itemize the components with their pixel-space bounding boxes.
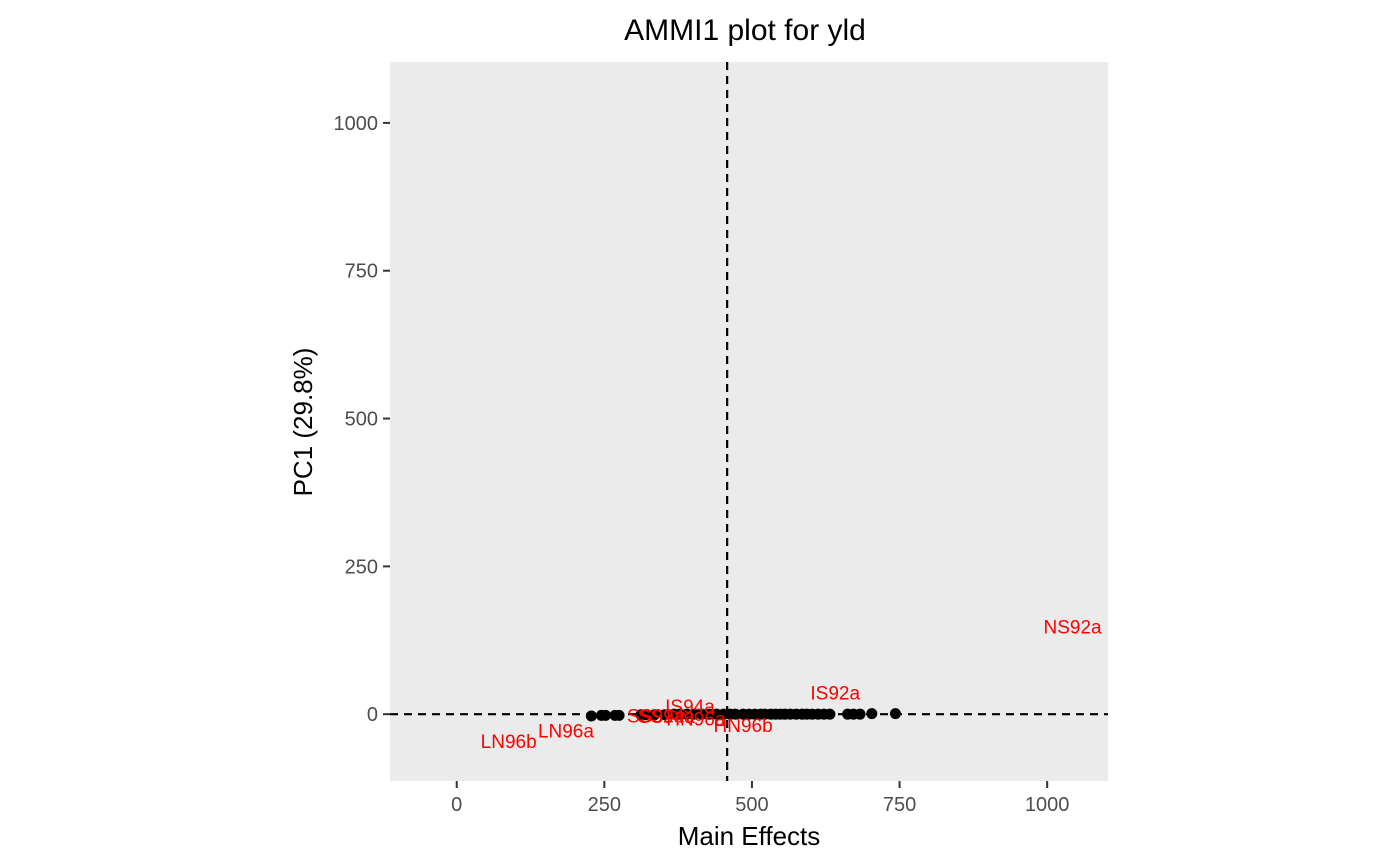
reference-lines	[390, 62, 1108, 781]
genotype-point	[688, 708, 700, 720]
x-tick-label: 1000	[1025, 794, 1070, 816]
y-tick-label: 500	[345, 409, 378, 431]
environment-label: SS92a	[627, 706, 684, 727]
environment-label: LN96a	[538, 722, 594, 743]
genotype-point	[866, 708, 878, 720]
genotype-point	[659, 709, 671, 721]
genotype-point	[585, 710, 597, 722]
x-tick-label: 500	[735, 794, 768, 816]
genotype-point	[600, 709, 612, 721]
y-axis-title: PC1 (29.8%)	[288, 348, 318, 497]
genotype-point	[649, 709, 661, 721]
plot-panel	[390, 62, 1108, 781]
genotype-point	[824, 708, 836, 720]
genotype-point	[613, 709, 625, 721]
y-tick-label: 250	[345, 556, 378, 578]
genotype-points	[585, 708, 901, 722]
environment-label: IS92a	[810, 683, 860, 704]
genotype-point	[729, 708, 741, 720]
environment-label: HN96a	[666, 709, 726, 730]
chart-title: AMMI1 plot for yld	[624, 14, 866, 47]
y-tick-label: 0	[367, 704, 378, 726]
x-tick-label: 750	[883, 794, 916, 816]
genotype-point	[696, 708, 708, 720]
y-axis: 0 250 500 750 1000	[334, 113, 390, 726]
environment-label: LN96b	[481, 732, 537, 753]
genotype-point	[889, 708, 901, 720]
x-tick-label: 250	[588, 794, 621, 816]
genotype-point	[854, 708, 866, 720]
x-tick-label: 0	[451, 794, 462, 816]
environment-label: HN96b	[714, 716, 773, 737]
environment-label: SS94a	[638, 707, 695, 728]
genotype-point	[640, 709, 652, 721]
environment-label: NS92a	[1044, 618, 1103, 639]
x-axis-title: Main Effects	[678, 821, 821, 851]
y-tick-label: 1000	[334, 113, 379, 135]
y-tick-label: 750	[345, 261, 378, 283]
x-axis: 0 250 500 750 1000	[451, 781, 1069, 816]
environment-label: IS94a	[665, 697, 715, 718]
